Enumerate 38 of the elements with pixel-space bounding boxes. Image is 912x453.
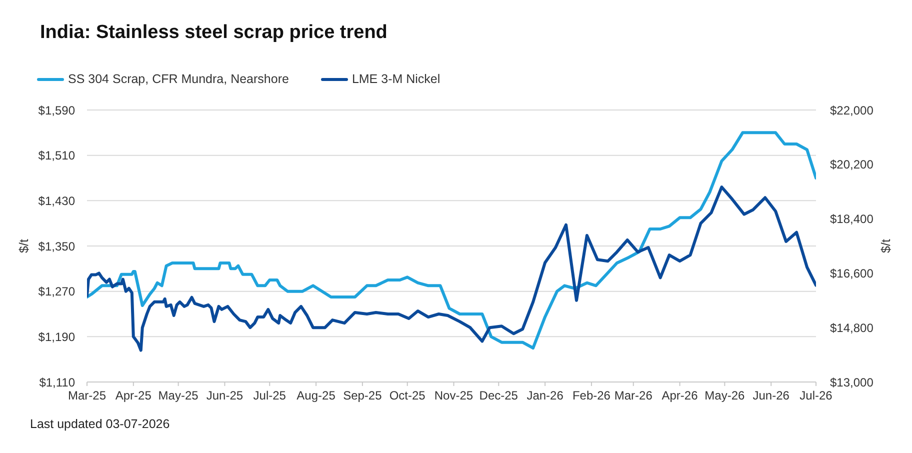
x-tick-label: Feb-26 bbox=[572, 388, 611, 403]
y2-tick-label: $20,200 bbox=[830, 158, 874, 172]
y2-tick-label: $22,000 bbox=[830, 103, 874, 118]
text: Last updated 03-07-2026 bbox=[30, 417, 170, 431]
line-series bbox=[87, 186, 816, 352]
x-tick-label: Aug-25 bbox=[296, 388, 336, 403]
x-tick-label: Mar-26 bbox=[614, 388, 653, 403]
y-axis-title: $/t bbox=[17, 239, 31, 253]
x-tick-label: Jul-25 bbox=[253, 388, 286, 403]
y-tick-label: $1,510 bbox=[38, 148, 76, 163]
chart-title: India: Stainless steel scrap price trend bbox=[40, 22, 388, 44]
y-tick-label: $1,270 bbox=[38, 284, 76, 299]
legend-label: SS 304 Scrap, CFR Mundra, Nearshore bbox=[68, 72, 289, 86]
legend-label: LME 3-M Nickel bbox=[352, 72, 440, 86]
x-tick-label: Dec-25 bbox=[479, 388, 518, 403]
y2-tick-label: $16,600 bbox=[830, 266, 874, 280]
y2-tick-label: $13,000 bbox=[830, 375, 874, 390]
x-tick-label: Mar-25 bbox=[68, 388, 106, 403]
y2-tick-label: $14,800 bbox=[830, 320, 874, 335]
x-tick-label: Apr-26 bbox=[662, 388, 698, 403]
y-tick-label: $1,430 bbox=[38, 194, 76, 208]
y-tick-label: $1,350 bbox=[38, 239, 76, 254]
x-tick-label: Jun-25 bbox=[206, 388, 244, 403]
x-tick-label: Apr-25 bbox=[115, 388, 152, 403]
x-tick-label: Jul-26 bbox=[800, 388, 833, 403]
x-tick-label: May-25 bbox=[158, 388, 199, 403]
y-tick-label: $1,110 bbox=[39, 375, 76, 390]
y2-axis-title: $/t bbox=[879, 239, 893, 253]
x-tick-label: Oct-25 bbox=[389, 388, 426, 403]
x-tick-label: May-26 bbox=[704, 388, 746, 403]
y2-tick-label: $18,400 bbox=[830, 212, 874, 226]
x-tick-label: Jan-26 bbox=[526, 388, 564, 403]
y-tick-label: $1,590 bbox=[38, 103, 76, 118]
x-tick-label: Nov-25 bbox=[434, 388, 474, 403]
line-series bbox=[87, 131, 816, 350]
x-tick-label: Jun-26 bbox=[752, 388, 790, 403]
x-tick-label: Sep-25 bbox=[343, 388, 382, 403]
y-tick-label: $1,190 bbox=[38, 330, 76, 344]
